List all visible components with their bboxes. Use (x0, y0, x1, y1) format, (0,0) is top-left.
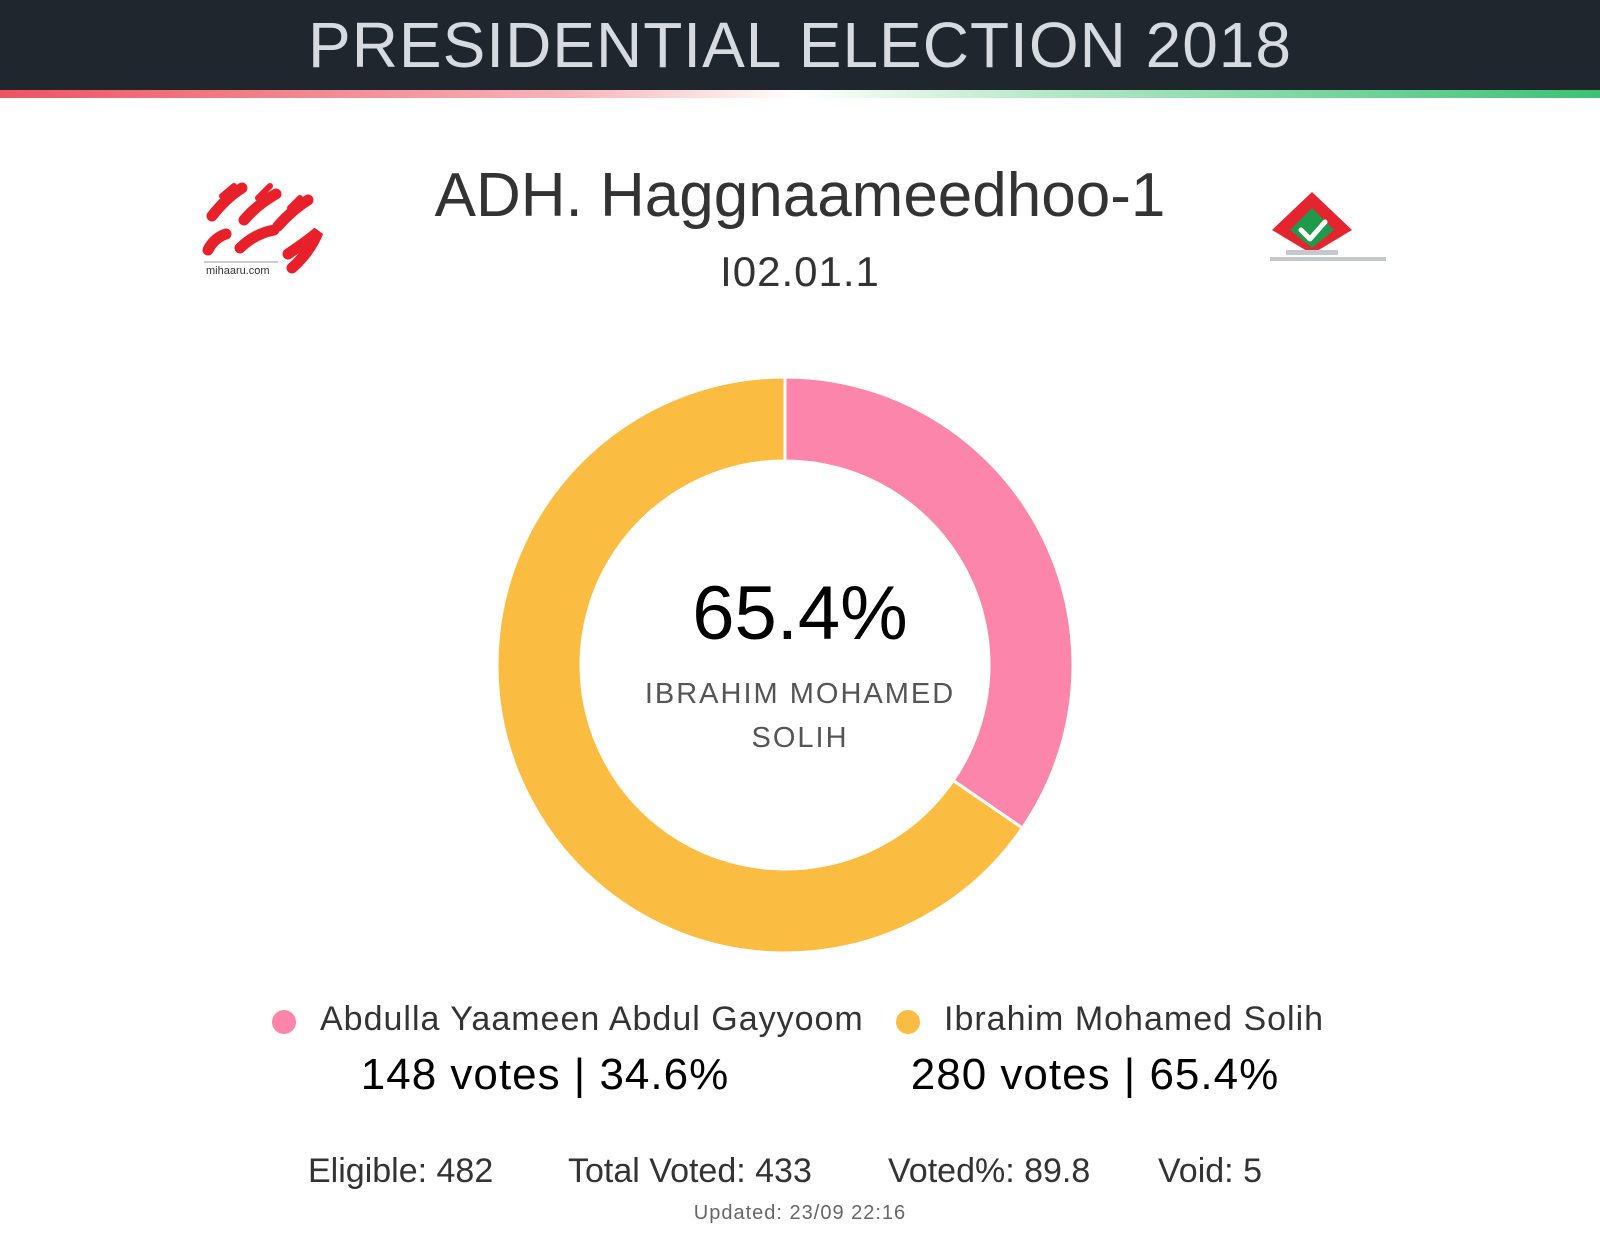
stat-void: Void: 5 (1158, 1152, 1262, 1190)
legend-name: Abdulla Yaameen Abdul Gayyoom (320, 1000, 864, 1038)
stat-total-voted: Total Voted: 433 (568, 1152, 812, 1190)
legend-summary-yaameen: 148 votes | 34.6% (360, 1050, 730, 1099)
header-title: PRESIDENTIAL ELECTION 2018 (308, 9, 1292, 81)
mihaaru-logo-text: mihaaru.com (206, 265, 270, 277)
center-percentage: 65.4% (692, 571, 908, 656)
mihaaru-logo: mihaaru.com (200, 178, 330, 288)
legend-dot-pink-icon (272, 1010, 296, 1034)
header-bar: PRESIDENTIAL ELECTION 2018 (0, 0, 1600, 90)
center-label: IBRAHIM MOHAMED SOLIH (644, 678, 956, 754)
legend-summary-solih: 280 votes | 65.4% (910, 1050, 1280, 1099)
accent-gradient-bar (0, 90, 1600, 98)
page-title: ADH. Haggnaameedhoo-1 (434, 161, 1166, 230)
legend-dot-yellow-icon (896, 1010, 920, 1034)
page-subtitle: I02.01.1 (720, 248, 880, 295)
donut-chart (495, 375, 1075, 955)
ballot-box-logo (1268, 190, 1398, 280)
legend-name: Ibrahim Mohamed Solih (944, 1000, 1325, 1038)
donut-slice-1 (783, 375, 1075, 831)
updated-timestamp: Updated: 23/09 22:16 (693, 1202, 907, 1224)
stat-voted-percent: Voted%: 89.8 (888, 1152, 1091, 1190)
stat-eligible: Eligible: 482 (308, 1152, 494, 1190)
donut-slice-2 (495, 375, 1025, 955)
